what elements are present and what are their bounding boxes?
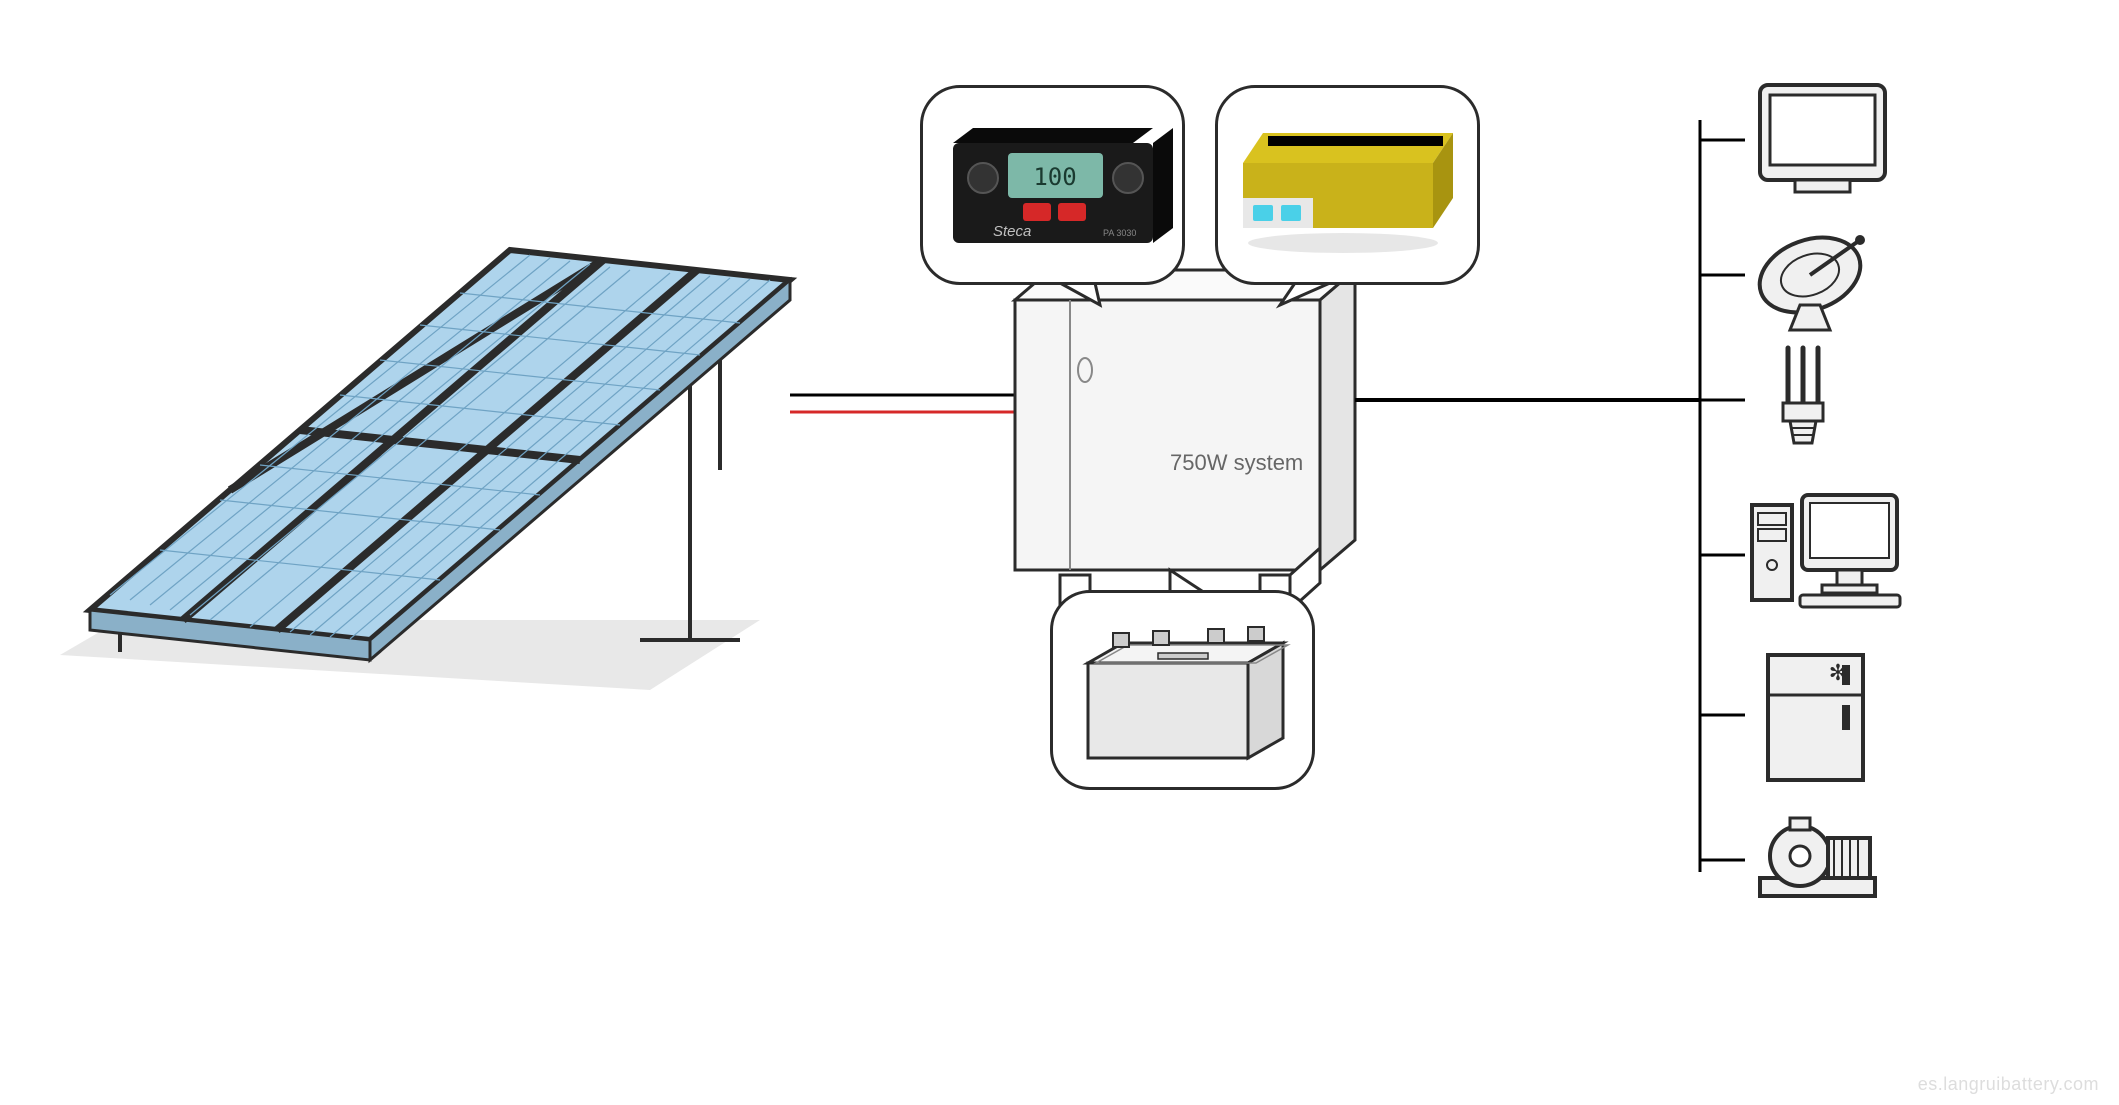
battery-icon [1053,593,1318,793]
inverter-icon [1218,88,1483,288]
fridge-icon: ✻ [1768,655,1863,780]
controller-display-text: 100 [1033,163,1076,191]
satellite-icon [1749,224,1871,330]
computer-icon [1752,495,1900,607]
pump-icon [1760,818,1875,896]
charge-controller-icon: 100 Steca PA 3030 [923,88,1188,288]
load-bus [1700,120,1745,872]
svg-text:✻: ✻ [1829,660,1847,685]
inverter-bubble [1215,85,1480,285]
watermark: es.langruibattery.com [1918,1074,2099,1095]
controller-model: PA 3030 [1103,228,1136,238]
battery-bubble [1050,590,1315,790]
controller-brand: Steca [993,223,1031,240]
cfl-bulb-icon [1783,348,1823,443]
solar-panel-shadow [60,620,760,690]
system-box-label: 750W system [1170,450,1303,476]
diagram-canvas: ✻ 100 [0,0,2119,1105]
system-box [1015,270,1355,610]
controller-bubble: 100 Steca PA 3030 [920,85,1185,285]
tv-icon [1760,85,1885,192]
solar-panel [90,250,790,660]
solar-panel-grid [110,255,770,639]
